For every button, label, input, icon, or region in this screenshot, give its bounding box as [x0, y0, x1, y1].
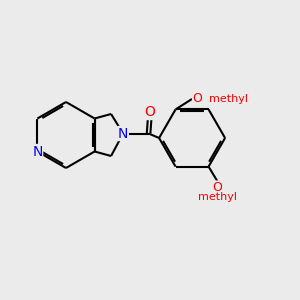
Text: N: N — [118, 127, 128, 140]
Text: O: O — [213, 181, 223, 194]
Text: N: N — [32, 145, 43, 158]
Text: O: O — [145, 106, 155, 119]
Text: O: O — [193, 92, 202, 105]
Text: methyl: methyl — [209, 94, 248, 104]
Text: methyl: methyl — [198, 192, 237, 202]
